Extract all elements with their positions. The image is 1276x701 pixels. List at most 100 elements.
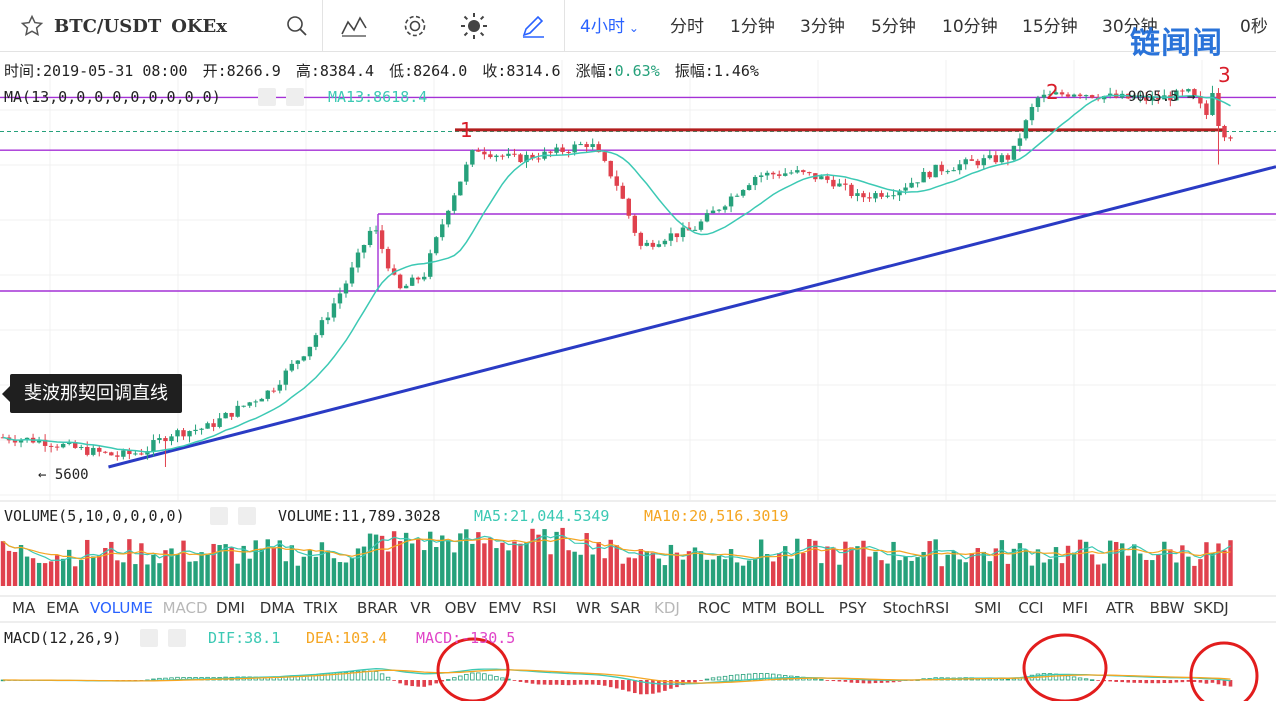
candle-body [752, 176, 758, 186]
legend-close-icon[interactable] [286, 88, 304, 106]
indicator-ma[interactable]: MA [12, 599, 36, 617]
candle-body [223, 412, 228, 419]
volume-bar [861, 540, 866, 586]
indicator-cci[interactable]: CCI [1018, 599, 1044, 617]
indicator-sar[interactable]: SAR [610, 599, 641, 617]
candle-body [789, 172, 794, 174]
volume-bar [0, 541, 6, 586]
candle-body [259, 398, 264, 402]
candle-body [397, 274, 403, 289]
indicator-dma[interactable]: DMA [259, 599, 295, 617]
macd-bar [740, 674, 746, 681]
macd-bar [626, 680, 631, 692]
indicator-brar[interactable]: BRAR [357, 599, 398, 617]
volume-bar [548, 554, 553, 586]
candle-body [536, 158, 541, 160]
macd-bar [1198, 680, 1203, 683]
macd-bar [530, 680, 535, 684]
interval-5m[interactable]: 5分钟 [871, 17, 916, 37]
indicator-trix[interactable]: TRIX [303, 599, 338, 617]
highlight-circle [436, 637, 510, 701]
volume-bar [385, 551, 391, 586]
interval-15m[interactable]: 15分钟 [1022, 17, 1078, 37]
indicator-volume[interactable]: VOLUME [90, 599, 153, 617]
volume-bar [686, 551, 692, 586]
indicator-ema[interactable]: EMA [46, 599, 79, 617]
indicator-kdj[interactable]: KDJ [654, 599, 680, 617]
interval-1m[interactable]: 1分钟 [730, 17, 775, 37]
search-icon[interactable] [286, 0, 308, 52]
indicator-boll[interactable]: BOLL [785, 599, 824, 617]
macd-bar [716, 676, 722, 681]
star-icon[interactable] [20, 0, 44, 52]
candle-body [819, 176, 824, 180]
candle-body [247, 402, 252, 406]
interval-3m[interactable]: 3分钟 [800, 17, 845, 37]
macd-settings-icon[interactable] [140, 629, 158, 647]
macd-bar [398, 680, 402, 684]
candle-body [440, 224, 445, 238]
volume-ma5: MA5:21,044.5349 [474, 507, 610, 525]
indicator-atr[interactable]: ATR [1105, 599, 1135, 617]
volume-bar [271, 547, 276, 586]
interval-30m[interactable]: 30分钟 [1102, 17, 1158, 37]
candle-body [777, 174, 782, 176]
volume-bar [18, 545, 24, 586]
indicator-emv[interactable]: EMV [488, 599, 522, 617]
interval-10m[interactable]: 10分钟 [942, 17, 998, 37]
draw-pencil-icon[interactable] [520, 0, 546, 52]
legend-settings-icon[interactable] [258, 88, 276, 106]
indicator-roc[interactable]: ROC [697, 599, 731, 617]
macd-close-icon[interactable] [168, 629, 186, 647]
interval-tick[interactable]: 分时 [670, 17, 704, 37]
gear-icon[interactable] [402, 0, 428, 52]
symbol-label[interactable]: BTC/USDT OKEx [54, 15, 227, 37]
candle-body [422, 276, 427, 280]
indicator-wr[interactable]: WR [576, 599, 602, 617]
ma13-polyline [2, 94, 1231, 453]
indicator-mfi[interactable]: MFI [1062, 599, 1088, 617]
candle-body [674, 233, 680, 238]
indicator-bbw[interactable]: BBW [1149, 599, 1185, 617]
volume-settings-icon[interactable] [210, 507, 228, 525]
volume-bar [837, 564, 842, 586]
indicator-mtm[interactable]: MTM [741, 599, 777, 617]
indicator-obv[interactable]: OBV [444, 599, 477, 617]
indicator-rsi[interactable]: RSI [532, 599, 557, 617]
top-toolbar: BTC/USDT OKEx 4小时 ⌄ 分时 1分钟 3分钟 5分钟 10分钟 1… [0, 0, 1276, 61]
volume-bar [566, 550, 571, 586]
candle-body [524, 154, 529, 163]
candle-body [1228, 137, 1233, 139]
volume-close-icon[interactable] [238, 507, 256, 525]
volume-bar [764, 554, 770, 586]
indicator-skdj[interactable]: SKDJ [1193, 599, 1229, 617]
volume-bar [734, 562, 740, 586]
macd-bar [752, 673, 758, 681]
candle-body [692, 229, 698, 231]
macd-bar [687, 680, 691, 684]
indicator-macd[interactable]: MACD [162, 599, 208, 617]
volume-bar [572, 551, 577, 586]
candle-body [97, 447, 102, 452]
interval-overflow[interactable]: 0秒 [1240, 17, 1268, 37]
theme-sun-icon[interactable] [460, 0, 488, 52]
volume-bar [518, 543, 523, 586]
indicator-smi[interactable]: SMI [974, 599, 1002, 617]
candle-body [488, 154, 493, 158]
indicator-vr[interactable]: VR [410, 599, 432, 617]
candle-body [121, 450, 126, 457]
volume-bar [145, 564, 150, 586]
indicator-stochrsi[interactable]: StochRSI [882, 599, 950, 617]
volume-bar [133, 564, 138, 586]
volume-bar [422, 550, 427, 586]
indicator-dmi[interactable]: DMI [216, 599, 245, 617]
macd-bar [470, 672, 475, 681]
candle-body [307, 346, 313, 357]
indicators-icon[interactable] [340, 0, 368, 52]
indicator-psy[interactable]: PSY [838, 599, 867, 617]
candle-body [1132, 97, 1137, 99]
candle-body [758, 175, 764, 177]
interval-dropdown[interactable]: 4小时 ⌄ [580, 17, 639, 37]
volume-bar [349, 558, 355, 586]
